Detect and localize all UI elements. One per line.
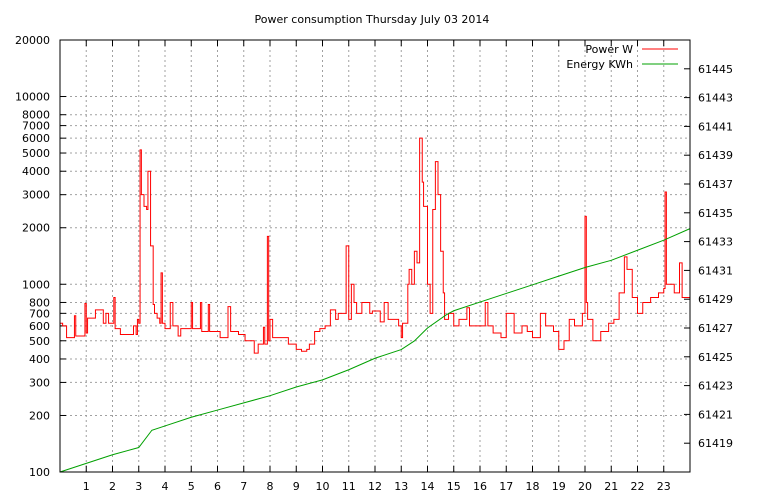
y2-tick-label: 61421	[698, 408, 733, 421]
x-tick-label: 8	[267, 480, 274, 493]
y-tick-label: 300	[29, 376, 50, 389]
x-tick-label: 5	[188, 480, 195, 493]
x-tick-label: 9	[293, 480, 300, 493]
y-tick-label: 1000	[22, 278, 50, 291]
x-tick-label: 22	[631, 480, 645, 493]
y-tick-label: 600	[29, 320, 50, 333]
legend: Power W Energy KWh	[566, 43, 678, 71]
grid	[60, 40, 690, 472]
x-tick-label: 2	[109, 480, 116, 493]
y-tick-label: 5000	[22, 147, 50, 160]
x-tick-label: 21	[604, 480, 618, 493]
y2-tick-label: 61431	[698, 264, 733, 277]
y2-tick-label: 61445	[698, 63, 733, 76]
y-tick-label: 500	[29, 335, 50, 348]
y-tick-label: 20000	[15, 34, 50, 47]
y-tick-label: 4000	[22, 165, 50, 178]
y-tick-label: 100	[29, 466, 50, 479]
legend-label-power: Power W	[585, 43, 633, 56]
x-tick-label: 16	[473, 480, 487, 493]
y2-tick-label: 61433	[698, 236, 733, 249]
y2-tick-label: 61435	[698, 207, 733, 220]
y-tick-label: 7000	[22, 120, 50, 133]
x-tick-label: 18	[526, 480, 540, 493]
series-layer	[59, 137, 691, 473]
y-tick-label: 700	[29, 307, 50, 320]
x-tick-label: 12	[368, 480, 382, 493]
y2-tick-label: 61423	[698, 380, 733, 393]
axis-ticks: 1 2 3 4 5 6 7 8 9 10 11 12 13 14 15 16 17 18 19 20 21 22 23100…	[15, 34, 733, 493]
y-tick-label: 8000	[22, 109, 50, 122]
y-tick-label: 6000	[22, 132, 50, 145]
x-tick-label: 10	[316, 480, 330, 493]
x-tick-label: 20	[578, 480, 592, 493]
x-tick-label: 1	[83, 480, 90, 493]
legend-label-energy: Energy KWh	[566, 58, 633, 71]
x-tick-label: 14	[421, 480, 435, 493]
x-tick-label: 4	[162, 480, 169, 493]
y2-tick-label: 61439	[698, 149, 733, 162]
y-tick-label: 3000	[22, 189, 50, 202]
y2-tick-label: 61425	[698, 351, 733, 364]
y2-tick-label: 61441	[698, 120, 733, 133]
x-tick-label: 3	[135, 480, 142, 493]
y2-tick-label: 61429	[698, 293, 733, 306]
series-line-energy	[59, 228, 691, 473]
y-tick-label: 400	[29, 353, 50, 366]
y-tick-label: 10000	[15, 91, 50, 104]
y-tick-label: 2000	[22, 222, 50, 235]
x-tick-label: 23	[657, 480, 671, 493]
x-tick-label: 11	[342, 480, 356, 493]
y2-tick-label: 61443	[698, 92, 733, 105]
x-tick-label: 17	[499, 480, 513, 493]
x-tick-label: 7	[240, 480, 247, 493]
x-tick-label: 6	[214, 480, 221, 493]
x-tick-label: 13	[394, 480, 408, 493]
y2-tick-label: 61437	[698, 178, 733, 191]
plot-border	[59, 39, 691, 473]
y-tick-label: 200	[29, 409, 50, 422]
x-tick-label: 15	[447, 480, 461, 493]
y2-tick-label: 61419	[698, 437, 733, 450]
y-tick-label: 800	[29, 296, 50, 309]
x-tick-label: 19	[552, 480, 566, 493]
y2-tick-label: 61427	[698, 322, 733, 335]
chart-title: Power consumption Thursday July 03 2014	[255, 13, 490, 26]
